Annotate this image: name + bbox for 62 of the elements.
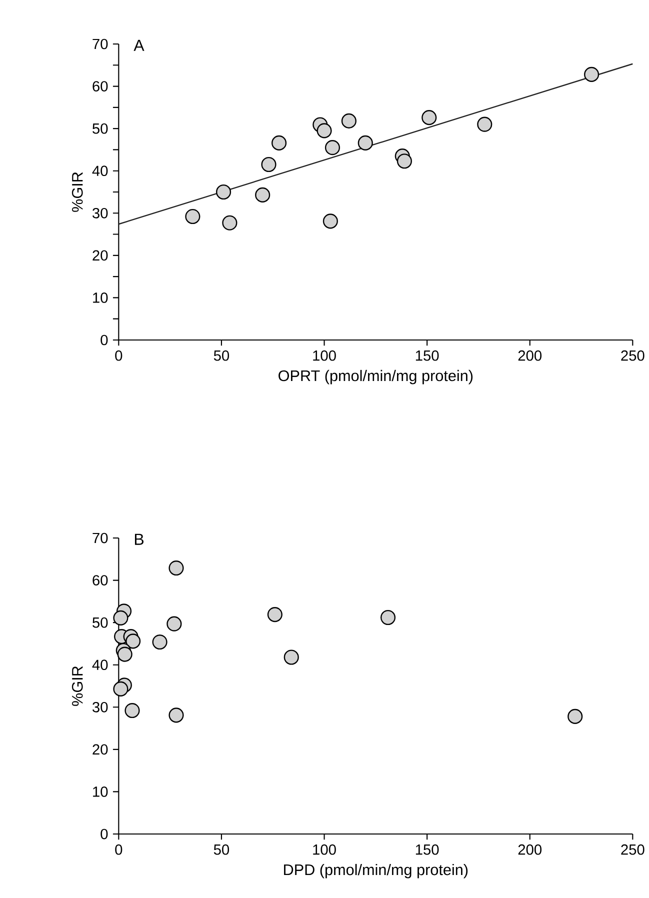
y-tick-label: 20 — [92, 250, 108, 261]
point — [476, 116, 492, 132]
point — [322, 214, 338, 229]
point — [567, 708, 582, 724]
point — [271, 135, 286, 150]
point — [168, 560, 184, 576]
x-tick-label: 200 — [518, 350, 542, 361]
point — [584, 66, 599, 82]
x-tick-label: 0 — [114, 844, 122, 855]
point — [168, 708, 184, 723]
point — [125, 634, 140, 649]
x-tick-label: 150 — [416, 844, 439, 855]
y-tick-label: 10 — [92, 292, 108, 303]
point — [113, 681, 128, 696]
point — [421, 110, 436, 126]
point — [222, 215, 238, 230]
point — [261, 156, 276, 172]
point — [216, 184, 231, 200]
x-tick-label: 100 — [312, 350, 336, 361]
y-tick-label: 40 — [92, 660, 108, 670]
x-axis-title: DPD (pmol/min/mg protein) — [284, 864, 468, 878]
point — [324, 140, 340, 156]
point — [341, 113, 356, 128]
x-tick-label: 200 — [518, 844, 542, 855]
y-tick-label: 30 — [92, 702, 108, 712]
point — [124, 702, 140, 718]
point — [358, 135, 373, 150]
y-tick-label: 60 — [92, 81, 108, 92]
point — [267, 607, 282, 622]
point — [254, 187, 270, 202]
y-tick-label: 10 — [92, 786, 108, 797]
y-tick-label: 0 — [100, 828, 108, 840]
annotation: B — [134, 534, 144, 545]
x-tick-label: 250 — [620, 350, 644, 361]
point — [284, 650, 299, 665]
y-tick-label: 70 — [92, 38, 108, 50]
x-tick-label: 0 — [114, 350, 122, 361]
x-tick-label: 50 — [214, 844, 229, 855]
point — [166, 616, 182, 632]
y-tick-label: 20 — [92, 744, 108, 755]
point — [380, 610, 396, 626]
y-tick-label: 30 — [92, 208, 108, 218]
y-tick-label: 0 — [100, 334, 108, 346]
y-axis-title: %GIR — [72, 666, 83, 706]
y-axis-title: %GIR — [72, 172, 83, 212]
x-tick-label: 150 — [416, 350, 439, 361]
y-tick-label: 60 — [92, 575, 108, 586]
point — [113, 610, 128, 626]
x-tick-label: 50 — [214, 350, 229, 361]
point — [396, 154, 412, 169]
annotation: A — [134, 40, 144, 51]
y-tick-label: 50 — [92, 617, 108, 628]
x-axis-title: OPRT (pmol/min/mg protein) — [278, 370, 472, 384]
point — [316, 123, 332, 138]
x-tick-label: 250 — [620, 844, 644, 855]
point — [184, 208, 200, 224]
point — [152, 634, 168, 650]
point — [117, 646, 132, 662]
y-tick-label: 50 — [92, 123, 108, 134]
y-tick-label: 40 — [92, 166, 108, 176]
y-tick-label: 70 — [92, 532, 108, 544]
x-tick-label: 100 — [312, 844, 336, 855]
